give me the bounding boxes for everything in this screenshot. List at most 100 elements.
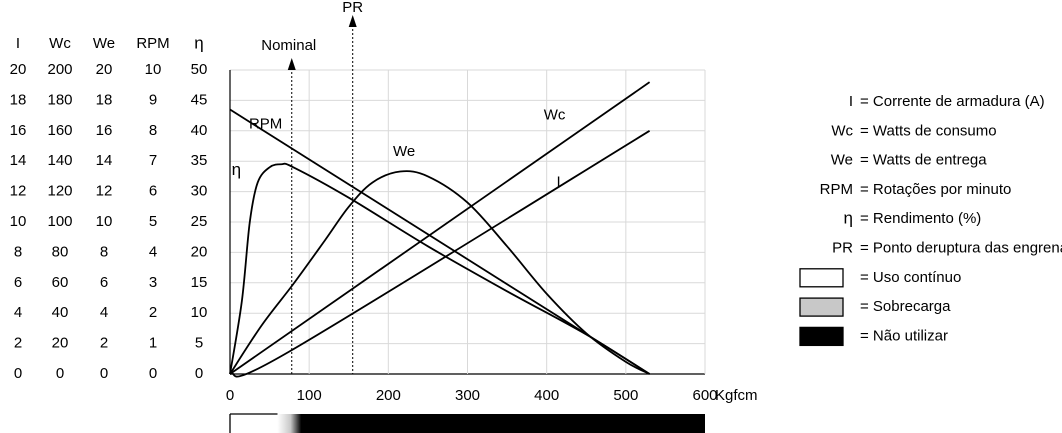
- scale-header: Wc: [49, 35, 71, 52]
- scale-header: RPM: [136, 35, 169, 52]
- legend-text: = Rotações por minuto: [860, 181, 1011, 198]
- curve-we: [229, 170, 650, 375]
- scale-tick-label: 6: [14, 274, 22, 291]
- scale-tick-label: 40: [52, 304, 69, 321]
- left-scales: I20181614121086420Wc20018016014012010080…: [10, 33, 208, 381]
- scale-tick-label: 10: [191, 304, 208, 321]
- curve-wc: [229, 81, 651, 375]
- scale-tick-label: 16: [96, 122, 113, 139]
- scale-tick-label: 25: [191, 213, 208, 230]
- scale-tick-label: 20: [191, 243, 208, 260]
- curve-label: Wc: [544, 107, 566, 124]
- scale-tick-label: 60: [52, 274, 69, 291]
- scale-tick-label: 0: [56, 365, 64, 382]
- scale-tick-label: 80: [52, 243, 69, 260]
- x-tick-label: 100: [297, 387, 322, 404]
- legend-symbol: I: [849, 93, 853, 110]
- scale-tick-label: 9: [149, 91, 157, 108]
- scale-tick-label: 50: [191, 61, 208, 78]
- scale-tick-label: 2: [149, 304, 157, 321]
- legend-text: = Corrente de armadura (A): [860, 93, 1045, 110]
- scale-tick-label: 3: [149, 274, 157, 291]
- x-tick-label: 300: [455, 387, 480, 404]
- markers: Nominal PR: [261, 0, 363, 374]
- scale-tick-label: 45: [191, 91, 208, 108]
- marker-arrow: [287, 58, 296, 70]
- scale-header: We: [93, 35, 115, 52]
- x-tick-label: 0: [226, 387, 234, 404]
- marker-label: Nominal: [261, 37, 316, 54]
- scale-tick-label: 12: [10, 183, 27, 200]
- scale-tick-label: 1: [149, 335, 157, 352]
- scale-tick-label: 10: [96, 213, 113, 230]
- usage-bar: [229, 413, 705, 433]
- scale-tick-label: 5: [195, 335, 203, 352]
- scale-header: I: [16, 35, 20, 52]
- scale-tick-label: 15: [191, 274, 208, 291]
- scale-tick-label: 200: [47, 61, 72, 78]
- legend-swatch: [799, 268, 844, 288]
- curve-labels: RPM Wc We Iη: [232, 107, 566, 191]
- scale-tick-label: 40: [191, 122, 208, 139]
- scale-tick-label: 10: [10, 213, 27, 230]
- scale-tick-label: 12: [96, 183, 113, 200]
- legend-swatch: [799, 326, 844, 347]
- scale-tick-label: 0: [149, 365, 157, 382]
- scale-tick-label: 140: [47, 152, 72, 169]
- scale-tick-label: 160: [47, 122, 72, 139]
- scale-tick-label: 120: [47, 183, 72, 200]
- scale-tick-label: 14: [96, 152, 113, 169]
- scale-header: η: [194, 33, 203, 52]
- curve-i: [229, 130, 651, 378]
- x-tick-label: 600: [692, 387, 717, 404]
- scale-tick-label: 4: [14, 304, 22, 321]
- legend-swatch: [799, 297, 844, 317]
- legend-symbol: η: [844, 209, 853, 228]
- scale-tick-label: 4: [100, 304, 108, 321]
- curve-label: I: [556, 173, 560, 190]
- scale-tick-label: 20: [10, 61, 27, 78]
- curve-eta: [229, 162, 651, 375]
- x-axis: Kgfcm 0 100 200 300 400 500 600: [226, 387, 758, 404]
- marker-arrow: [348, 15, 357, 27]
- scale-tick-label: 0: [195, 365, 203, 382]
- legend-text: = Rendimento (%): [860, 210, 981, 227]
- scale-tick-label: 100: [47, 213, 72, 230]
- scale-tick-label: 10: [145, 61, 162, 78]
- scale-tick-label: 0: [14, 365, 22, 382]
- scale-tick-label: 8: [14, 243, 22, 260]
- legend-text: = Watts de entrega: [860, 152, 987, 169]
- legend-text: = Uso contínuo: [860, 269, 961, 286]
- usage-bar-fill: [230, 414, 705, 433]
- legend-text: = Ponto deruptura das engrenagens: [860, 239, 1062, 256]
- curves: [229, 81, 651, 378]
- grid-lines: [229, 69, 706, 375]
- scale-tick-label: 4: [149, 243, 157, 260]
- scale-tick-label: 30: [191, 183, 208, 200]
- x-tick-label: 400: [534, 387, 559, 404]
- scale-tick-label: 8: [100, 243, 108, 260]
- scale-tick-label: 6: [100, 274, 108, 291]
- scale-tick-label: 20: [96, 61, 113, 78]
- scale-tick-label: 35: [191, 152, 208, 169]
- legend-symbol: RPM: [820, 181, 853, 198]
- scale-tick-label: 180: [47, 91, 72, 108]
- legend-symbol: Wc: [831, 122, 853, 139]
- legend-symbol: PR: [832, 239, 853, 256]
- legend-text: = Sobrecarga: [860, 298, 951, 315]
- scale-tick-label: 16: [10, 122, 27, 139]
- x-tick-label: 200: [376, 387, 401, 404]
- scale-tick-label: 20: [52, 335, 69, 352]
- scale-tick-label: 18: [10, 91, 27, 108]
- marker-label: PR: [342, 0, 363, 16]
- x-axis-unit: Kgfcm: [715, 387, 758, 404]
- legend-text: = Não utilizar: [860, 327, 948, 344]
- x-tick-label: 500: [613, 387, 638, 404]
- scale-tick-label: 0: [100, 365, 108, 382]
- scale-tick-label: 6: [149, 183, 157, 200]
- scale-tick-label: 14: [10, 152, 27, 169]
- scale-tick-label: 7: [149, 152, 157, 169]
- curve-label: η: [232, 160, 241, 179]
- legend-text: = Watts de consumo: [860, 122, 997, 139]
